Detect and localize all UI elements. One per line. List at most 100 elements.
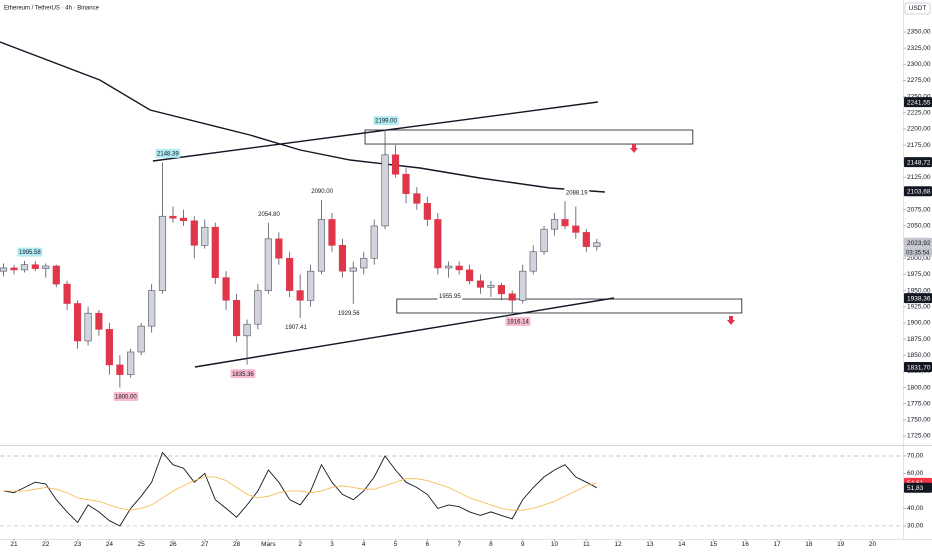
down-arrow: [727, 316, 735, 325]
candle-body: [169, 215, 177, 219]
candle-body: [243, 323, 251, 337]
y-tick-label: 1975,00: [907, 271, 931, 278]
zone: [364, 129, 694, 145]
candle-body: [434, 219, 442, 269]
down-arrow: [630, 144, 638, 153]
candle-body: [487, 285, 495, 288]
candle-body: [529, 251, 537, 272]
countdown-box: [904, 247, 932, 257]
price-label: 2148.39: [157, 151, 179, 157]
candle-body: [31, 264, 39, 269]
candle-body: [370, 225, 378, 259]
candle-body: [105, 329, 113, 366]
price-label: 1995.58: [19, 250, 41, 256]
y-tick-label: 2050,00: [907, 223, 931, 230]
price-label-box: [564, 187, 590, 197]
rsi-y-tick-label: 70,00: [907, 453, 924, 460]
candle-body: [466, 269, 474, 282]
trendline: [152, 101, 598, 162]
candle-body: [148, 290, 156, 327]
axis-badge-label: 51,83: [907, 485, 924, 492]
candle-body: [307, 270, 315, 301]
axis-badge: [904, 362, 932, 373]
candle-body: [158, 215, 167, 291]
x-tick-label: 3: [330, 541, 334, 548]
x-tick-label: 16: [742, 541, 750, 548]
zone: [396, 298, 743, 314]
x-tick-label: 6: [426, 541, 430, 548]
x-tick-label: 13: [646, 541, 654, 548]
price-label: 1800.00: [115, 395, 137, 401]
candle-body: [349, 267, 357, 272]
x-tick-label: 10: [551, 541, 559, 548]
price-label-box: [155, 148, 181, 158]
price-label: 2088.19: [566, 190, 588, 196]
y-tick-label: 1900,00: [907, 320, 931, 327]
y-tick-label: 2300,00: [907, 61, 931, 68]
axis-badge-label: 1938,36: [907, 295, 931, 302]
x-tick-label: 22: [42, 541, 50, 548]
x-tick-label: 4: [362, 541, 366, 548]
price-label-box: [437, 291, 463, 301]
currency-box[interactable]: [904, 2, 931, 15]
candle-body: [201, 226, 209, 246]
x-tick-label: 14: [678, 541, 686, 548]
y-tick-label: 2000,00: [907, 255, 931, 262]
axis-badge: [904, 97, 932, 108]
candle-body: [593, 242, 601, 247]
currency: USDT: [909, 5, 927, 12]
price-label: 1955.95: [439, 294, 461, 300]
chart-title: Ethereum / TetherUS · 4h · Binance: [4, 6, 100, 12]
candle-body: [338, 245, 347, 272]
y-tick-label: 1925,00: [907, 303, 931, 310]
candle-body: [211, 226, 219, 278]
candle-body: [0, 267, 8, 272]
moving-average: [0, 41, 605, 193]
x-tick-label: 19: [837, 541, 845, 548]
y-tick-label: 1850,00: [907, 352, 931, 359]
y-tick-label: 1750,00: [907, 417, 931, 424]
candle-body: [445, 265, 453, 269]
candle-body: [52, 265, 60, 285]
x-tick-label: 12: [614, 541, 622, 548]
candle-body: [561, 219, 569, 227]
candle-body: [20, 264, 29, 271]
candle-body: [476, 280, 485, 288]
arrows: [630, 144, 735, 325]
x-tick-label: 28: [233, 541, 241, 548]
rsi-y-tick-label: 30,00: [907, 523, 924, 530]
price-label: 1907.41: [285, 325, 307, 331]
x-tick-label: 26: [169, 541, 177, 548]
candle-body: [95, 312, 103, 330]
axis-badge: [904, 482, 932, 493]
candle-body: [137, 325, 145, 353]
price-label-box: [505, 316, 531, 326]
y-tick-label: 1875,00: [907, 336, 931, 343]
x-tick-label: 27: [201, 541, 209, 548]
price-label: 2199.00: [375, 119, 397, 125]
price-label: 1835.36: [232, 372, 254, 378]
x-tick-label: 25: [138, 541, 146, 548]
rsi-y-tick-label: 40,00: [907, 505, 924, 512]
x-tick-label: Mars: [261, 541, 276, 548]
y-tick-label: 2175,00: [907, 142, 931, 149]
candle-body: [540, 228, 548, 253]
x-tick-label: 2: [298, 541, 302, 548]
candle-body: [10, 267, 18, 271]
axis-badge-label: 2103,68: [907, 188, 931, 195]
price-label-box: [17, 247, 43, 257]
candle-body: [423, 203, 431, 220]
price-label-box: [256, 209, 282, 219]
x-tick-label: 23: [74, 541, 82, 548]
candle-body: [286, 257, 294, 291]
x-tick-label: 21: [10, 541, 18, 548]
x-tick-label: 8: [489, 541, 493, 548]
y-tick-label: 2350,00: [907, 29, 931, 36]
y-tick-label: 1950,00: [907, 287, 931, 294]
y-tick-label: 2225,00: [907, 110, 931, 117]
trendline: [194, 297, 615, 368]
axis-badge: [904, 237, 932, 248]
price-label-box: [113, 392, 139, 402]
